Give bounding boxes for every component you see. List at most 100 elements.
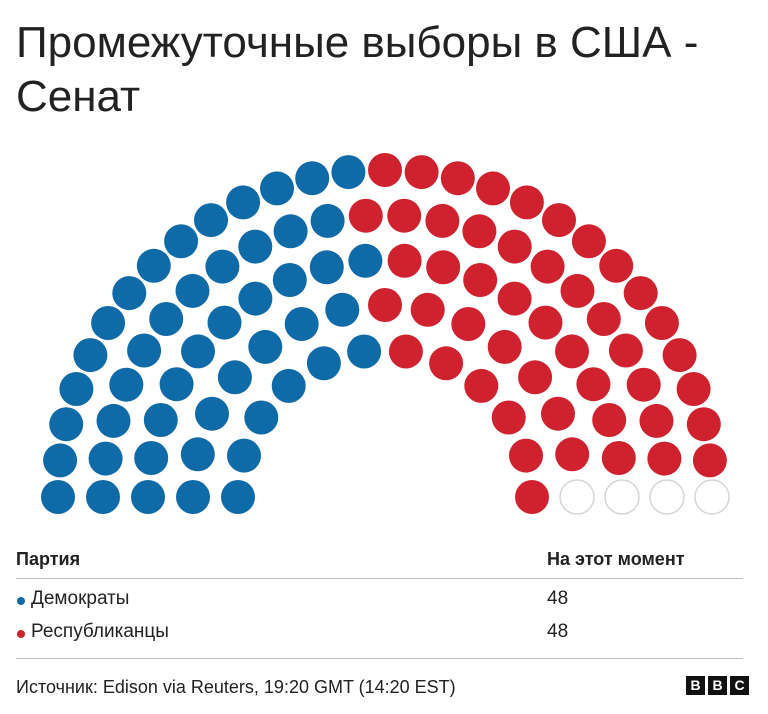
seat-dem [295, 161, 330, 196]
seat-dem [164, 224, 199, 259]
seat-dem [347, 334, 382, 369]
seat-dem [127, 333, 162, 368]
seat-rep [476, 171, 510, 206]
seat-dem [91, 306, 126, 340]
seat-rep [509, 185, 544, 220]
seat-rep [451, 307, 486, 341]
seat-dem [248, 329, 283, 364]
seat-undecided [604, 479, 640, 515]
seat-dem [86, 480, 120, 514]
seat-dem [143, 403, 178, 437]
seat-dem [59, 372, 94, 406]
seat-dem [221, 480, 255, 514]
seat-dem [112, 276, 147, 311]
seat-dem [134, 441, 169, 475]
seat-dem [238, 229, 273, 264]
seat-dem [96, 403, 131, 438]
bbc-logo-letter: C [730, 676, 749, 695]
seat-dem [217, 360, 252, 395]
seat-dem [194, 203, 228, 238]
seat-rep [608, 333, 643, 368]
seat-dem [73, 338, 108, 373]
seat-rep [463, 263, 498, 297]
seat-dem [109, 367, 144, 402]
seat-rep [555, 437, 590, 472]
seat-rep [497, 229, 532, 264]
seat-rep [429, 346, 464, 381]
seat-dem [284, 307, 319, 341]
seat-dem [331, 155, 366, 190]
seat-dem [310, 203, 345, 238]
seat-rep [571, 224, 606, 259]
seat-rep [388, 334, 423, 369]
seat-rep [662, 338, 697, 373]
bbc-logo: B B C [686, 676, 749, 695]
seat-rep [692, 443, 727, 478]
seat-rep [426, 250, 461, 285]
seat-dem [238, 281, 273, 316]
seat-rep [368, 288, 402, 322]
seat-dem [205, 249, 240, 284]
seat-undecided [694, 479, 730, 515]
seat-dem [273, 214, 308, 249]
header-divider [16, 578, 743, 579]
seat-undecided [559, 479, 595, 515]
seat-rep [530, 249, 565, 284]
seat-dem [181, 334, 215, 369]
seat-rep [623, 276, 658, 311]
seat-dem [226, 185, 261, 220]
seat-rep [440, 161, 475, 196]
seat-dem [348, 243, 383, 278]
seat-dem [306, 346, 341, 381]
source-note: Источник: Edison via Reuters, 19:20 GMT … [16, 677, 456, 697]
seat-count: 48 [547, 588, 569, 609]
seat-rep [425, 203, 460, 238]
seat-dem [260, 171, 294, 206]
seat-rep [518, 360, 553, 395]
seat-dem [131, 480, 165, 514]
seat-rep [542, 203, 576, 238]
seat-dem [271, 368, 306, 403]
parliament-chart [41, 153, 730, 515]
seat-rep [387, 198, 422, 233]
seat-rep [410, 292, 445, 327]
col-header-now: На этот момент [547, 549, 685, 569]
rep-legend-dot [17, 630, 25, 638]
seat-rep [560, 273, 595, 308]
seat-dem [195, 396, 229, 431]
seat-dem [227, 438, 261, 473]
dem-legend-dot [17, 597, 25, 605]
seat-rep [464, 368, 499, 403]
seat-dem [309, 250, 344, 285]
seat-dem [149, 302, 184, 336]
seat-dem [176, 480, 210, 514]
seat-dem [49, 407, 84, 442]
seat-count: 48 [547, 621, 569, 642]
party-name: Республиканцы [31, 621, 169, 642]
seat-rep [647, 441, 682, 476]
seat-rep [644, 306, 679, 340]
seat-dem [88, 441, 123, 476]
seat-rep [404, 155, 439, 190]
seat-dem [244, 400, 279, 435]
seat-rep [601, 441, 636, 475]
seat-rep [462, 214, 497, 249]
seat-rep [368, 153, 402, 187]
seat-dem [207, 305, 242, 340]
seat-rep [576, 367, 611, 402]
seat-dem [180, 437, 215, 472]
party-name: Демократы [31, 588, 130, 609]
seat-rep [491, 400, 526, 435]
seat-rep [348, 198, 383, 233]
seat-rep [626, 367, 661, 402]
col-header-party: Партия [16, 549, 81, 569]
seat-dem [41, 480, 75, 514]
seat-rep [541, 396, 575, 431]
footer-divider [16, 658, 743, 659]
seat-rep [528, 305, 563, 340]
seat-rep [555, 334, 589, 369]
seat-dem [136, 248, 171, 283]
bbc-logo-letter: B [686, 676, 705, 695]
seat-rep [509, 438, 543, 473]
seat-rep [592, 403, 627, 437]
